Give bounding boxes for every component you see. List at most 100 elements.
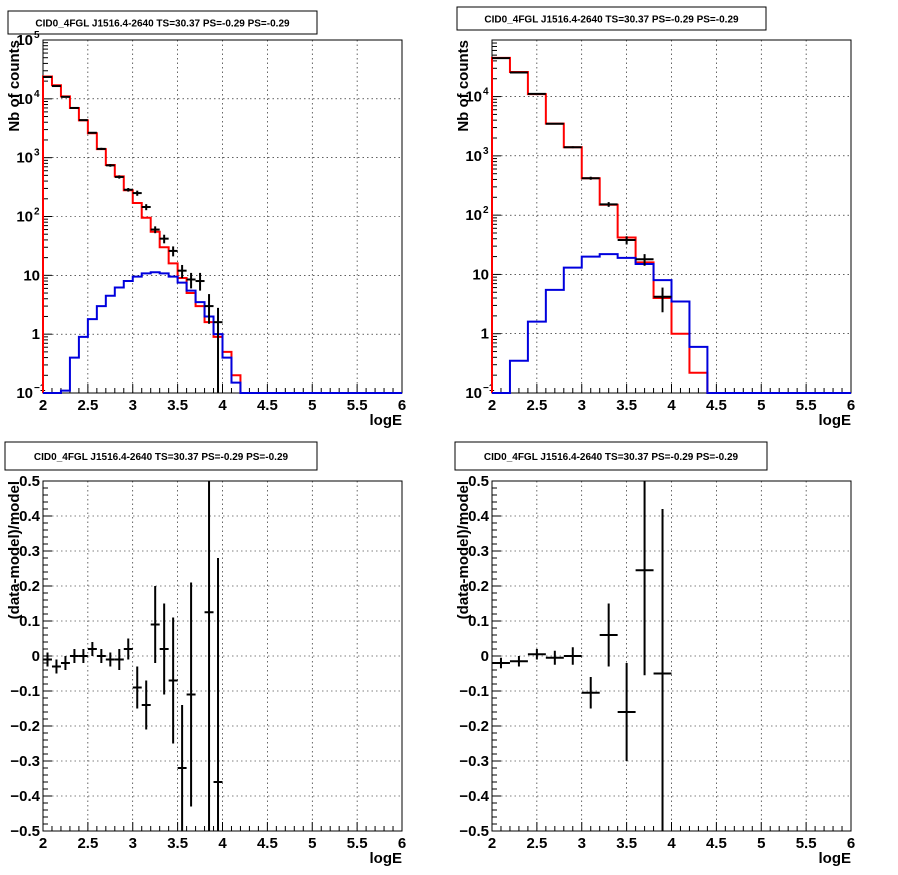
y-tick-exponent: 2 (34, 207, 40, 218)
title-box: CID0_4FGL J1516.4-2640 TS=30.37 PS=-0.29… (4, 441, 318, 471)
y-tick-label: 10 (16, 209, 33, 226)
title-frame (454, 441, 768, 471)
x-tick-label: 2 (39, 397, 47, 414)
panel-top-left-counts: CID0_4FGL J1516.4-2640 TS=30.37 PS=-0.29… (6, 10, 406, 429)
y-axis-label: Nb of counts (455, 40, 472, 132)
data-point (51, 85, 61, 88)
data-point (186, 272, 196, 289)
panel-top-right-counts: CID0_4FGL J1516.4-2640 TS=30.37 PS=-0.29… (455, 6, 855, 429)
x-tick-label: 4 (667, 397, 676, 414)
title-frame (456, 6, 767, 31)
data-point (105, 164, 115, 167)
chart-title: CID0_4FGL J1516.4-2640 TS=30.37 PS=-0.29… (484, 452, 739, 463)
y-axis-label: (data-model)/model (6, 481, 23, 619)
data-point (96, 649, 106, 663)
x-tick-label: 2.5 (77, 835, 98, 852)
data-point (563, 647, 582, 665)
data-point (509, 656, 528, 667)
chart-title: CID0_4FGL J1516.4-2640 TS=30.37 PS=-0.29… (35, 19, 290, 30)
y-tick-label: 0.3 (19, 543, 40, 560)
x-tick-label: 4.5 (257, 397, 278, 414)
title-box: CID0_4FGL J1516.4-2640 TS=30.37 PS=-0.29… (7, 10, 318, 35)
x-tick-label: 2 (39, 835, 47, 852)
data-point (150, 226, 160, 234)
y-tick-label: 10 (472, 266, 489, 283)
y-tick-exponent: −1 (483, 383, 495, 394)
x-tick-label: 4.5 (257, 835, 278, 852)
y-tick-label: 0 (481, 648, 489, 665)
data-point (545, 650, 564, 665)
data-point (69, 649, 79, 663)
y-tick-label: 0 (32, 648, 40, 665)
data-point (132, 190, 142, 196)
x-tick-label: 5.5 (347, 397, 368, 414)
x-tick-label: 6 (847, 835, 855, 852)
data-points (43, 76, 223, 393)
y-tick-exponent: −1 (34, 383, 46, 394)
data-point (635, 254, 654, 266)
y-tick-exponent: 2 (483, 205, 489, 216)
chart-title: CID0_4FGL J1516.4-2640 TS=30.37 PS=-0.29… (34, 452, 289, 463)
x-tick-label: 3 (578, 397, 586, 414)
x-tick-labels: 2 2.5 3 3.5 4 4.5 5 5.5 6 (39, 397, 406, 414)
histogram-series-blue (492, 253, 851, 394)
y-tick-label: 10 (16, 91, 33, 108)
x-tick-label: 3 (578, 835, 586, 852)
y-tick-label: −0.1 (10, 683, 40, 700)
data-point (545, 122, 564, 125)
x-axis-label: logE (819, 850, 852, 867)
y-tick-label: 10 (23, 267, 40, 284)
data-points (43, 481, 223, 831)
data-point (653, 287, 672, 313)
y-tick-label: −0.3 (459, 753, 489, 770)
data-point (168, 617, 178, 744)
y-tick-label: −0.5 (459, 823, 489, 840)
x-tick-label: 3 (129, 835, 137, 852)
y-tick-exponent: 5 (34, 30, 40, 41)
title-box: CID0_4FGL J1516.4-2640 TS=30.37 PS=-0.29… (456, 6, 767, 31)
data-point (635, 481, 654, 676)
grid (492, 40, 851, 393)
x-tick-labels: 2 2.5 3 3.5 4 4.5 5 5.5 6 (488, 397, 855, 414)
x-tick-label: 2.5 (526, 835, 547, 852)
y-tick-label: −0.4 (459, 788, 489, 805)
y-tick-exponent: 3 (34, 148, 40, 159)
y-tick-label: 10 (465, 207, 482, 224)
data-point (69, 106, 79, 109)
data-point (60, 656, 70, 670)
y-tick-label: 10 (16, 32, 33, 49)
data-point (599, 202, 618, 207)
y-tick-label: 0.4 (19, 508, 41, 525)
x-tick-label: 5 (757, 397, 765, 414)
data-point (132, 666, 142, 709)
histogram-series-blue (43, 271, 402, 394)
y-tick-labels: −0.5 −0.4 −0.3 −0.2 −0.1 0 0.1 0.2 0.3 0.4 0.5 (10, 473, 40, 840)
data-point (87, 131, 97, 134)
x-tick-label: 5.5 (347, 835, 368, 852)
x-tick-label: 2 (488, 397, 496, 414)
panel-bottom-left-residuals: CID0_4FGL J1516.4-2640 TS=30.37 PS=-0.29… (4, 441, 406, 867)
x-tick-label: 5 (308, 835, 316, 852)
x-tick-label: 3.5 (167, 835, 188, 852)
data-point (563, 146, 582, 149)
x-tick-label: 6 (398, 835, 406, 852)
x-axis-label: logE (370, 850, 403, 867)
y-tick-label: 1 (481, 326, 489, 343)
data-point (105, 652, 115, 667)
y-tick-label: 0.5 (19, 473, 40, 490)
grid (492, 481, 851, 831)
x-tick-label: 4 (218, 835, 227, 852)
x-tick-label: 4 (667, 835, 676, 852)
x-axis-label: logE (819, 412, 852, 429)
data-point (123, 188, 133, 192)
x-tick-labels: 2 2.5 3 3.5 4 4.5 5 5.5 6 (488, 835, 855, 852)
y-tick-label: 1 (32, 326, 40, 343)
x-tick-label: 3.5 (167, 397, 188, 414)
y-axis-label: Nb of counts (6, 40, 23, 132)
x-tick-label: 3.5 (616, 397, 637, 414)
title-frame (4, 441, 318, 471)
data-point (159, 234, 169, 244)
title-box: CID0_4FGL J1516.4-2640 TS=30.37 PS=-0.29… (454, 441, 768, 471)
